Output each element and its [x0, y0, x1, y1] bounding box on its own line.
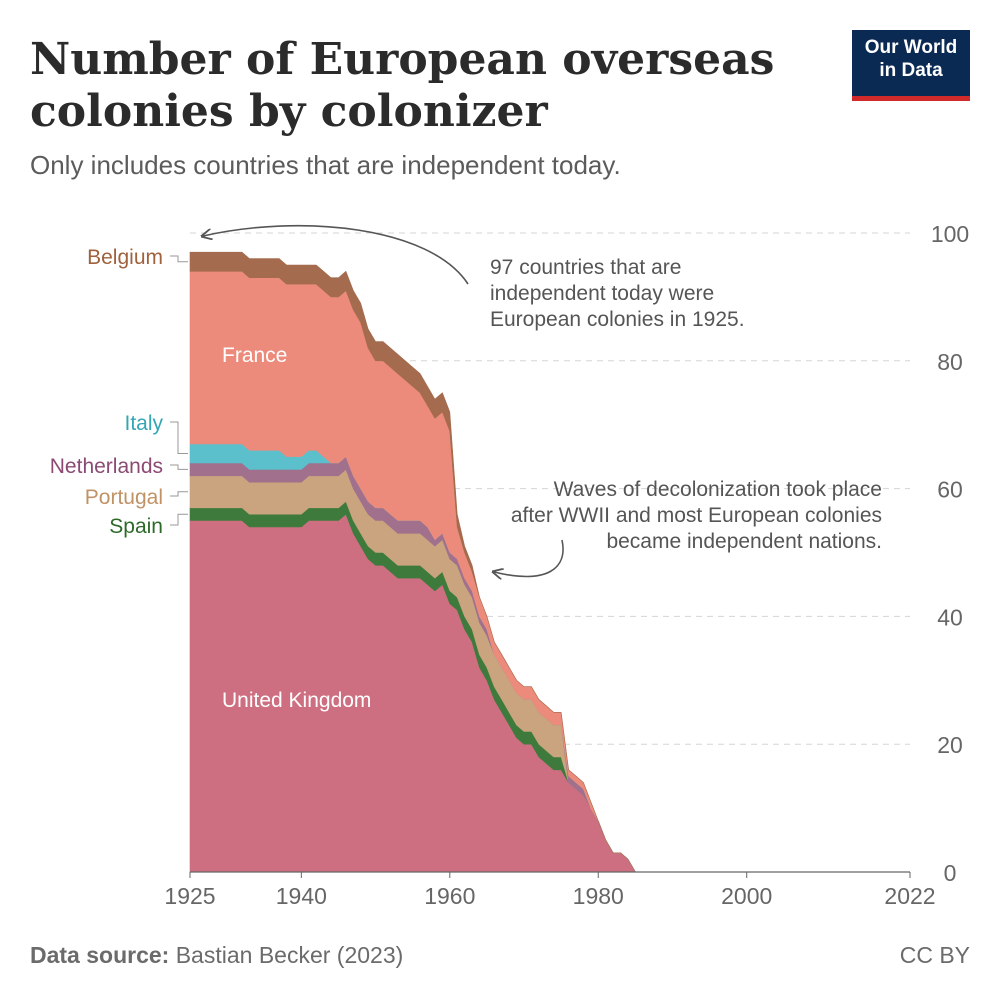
series-label-belgium: Belgium [87, 246, 163, 269]
x-tick-label-1925: 1925 [164, 883, 215, 909]
annotations: 97 countries that are independent today w… [203, 224, 882, 577]
chart-title: Number of European overseas colonies by … [30, 34, 775, 137]
y-tick-label-60: 60 [937, 477, 963, 503]
y-tick-label-100: 100 [931, 221, 969, 247]
logo-line-1: Our World [864, 37, 958, 58]
annotation-2-line-1: Waves of decolonization took place [554, 478, 882, 501]
data-source-link[interactable]: Bastian Becker (2023) [175, 942, 404, 968]
x-tick-label-1960: 1960 [424, 883, 475, 909]
leader-spain [170, 513, 188, 526]
leader-netherlands [170, 464, 188, 470]
x-tick-label-1980: 1980 [573, 883, 624, 909]
y-tick-label-0: 0 [944, 860, 957, 886]
annotation-1-line-2: independent today were [490, 282, 714, 305]
series-label-spain: Spain [109, 515, 163, 538]
series-label-italy: Italy [124, 412, 163, 435]
y-tick-label-80: 80 [937, 349, 963, 375]
x-tick-label-2022: 2022 [884, 883, 935, 909]
y-tick-label-40: 40 [937, 604, 963, 630]
x-tick-label-1940: 1940 [276, 883, 327, 909]
annotation-1-line-1: 97 countries that are [490, 256, 681, 279]
owid-logo[interactable]: Our World in Data [852, 30, 970, 101]
grid-lines [190, 232, 910, 745]
leader-portugal [170, 491, 188, 497]
axes: 0 20 40 60 80 100 1925 1940 1960 1980 2000 2022 [164, 221, 969, 909]
series-label-france: France [222, 344, 287, 367]
series-label-portugal: Portugal [85, 486, 163, 509]
annotation-1-arrow [203, 224, 469, 285]
license[interactable]: CC BY [899, 942, 970, 968]
series-labels: United Kingdom France Belgium Italy Netherla… [50, 246, 372, 712]
series-label-netherlands: Netherlands [50, 455, 163, 478]
series-label-united-kingdom: United Kingdom [222, 689, 371, 712]
annotation-2-line-3: became independent nations. [606, 530, 882, 553]
annotation-2-line-2: after WWII and most European colonies [511, 504, 882, 527]
leader-belgium [170, 255, 188, 263]
chart-subtitle: Only includes countries that are indepen… [30, 150, 621, 180]
y-tick-label-20: 20 [937, 732, 963, 758]
data-source: Data source: Bastian Becker (2023) [30, 942, 403, 969]
x-tick-label-2000: 2000 [721, 883, 772, 909]
logo-line-2: in Data [879, 60, 943, 81]
annotation-2-arrow [494, 539, 564, 576]
leader-italy [170, 421, 188, 454]
data-source-label: Data source: [30, 942, 170, 968]
area-series [189, 251, 910, 873]
annotation-1-line-3: European colonies in 1925. [490, 308, 745, 331]
